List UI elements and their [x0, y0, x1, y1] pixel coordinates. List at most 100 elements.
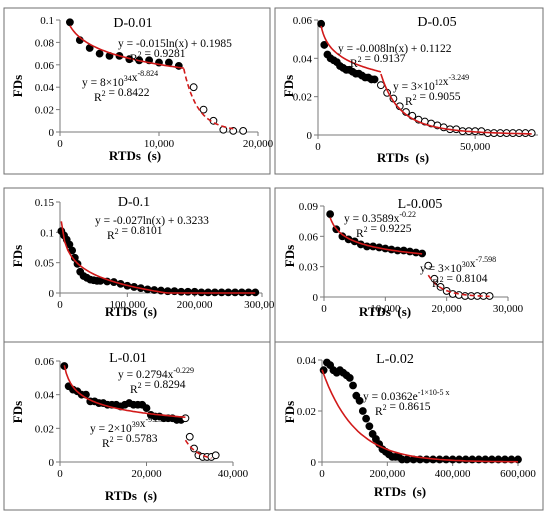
- filled-point: [190, 287, 199, 296]
- chart-title: D-0.1: [118, 195, 150, 210]
- x-tick-label: 10,000: [144, 138, 175, 150]
- filled-point: [184, 287, 192, 296]
- x-tick-label: 0: [57, 138, 63, 150]
- y-tick-label: 0: [311, 457, 317, 469]
- y-tick-label: 0.04: [35, 82, 55, 94]
- y-tick-label: 0.05: [35, 258, 55, 270]
- x-tick-label: 600,000: [500, 468, 536, 480]
- fit-equation-1-r2: R2 = 0.9225: [356, 223, 412, 240]
- y-tick-label: 0.03: [299, 262, 319, 274]
- open-point: [185, 432, 194, 441]
- fit-equation-1: y = 0.2794x-0.229: [118, 366, 194, 381]
- x-tick-label: 30,000: [493, 303, 524, 315]
- fit-equation-2-r2: R2 = 0.8104: [432, 273, 488, 290]
- y-axis-label: FDs: [282, 401, 297, 423]
- filled-point: [355, 396, 364, 405]
- fit-curve-1: [63, 365, 186, 419]
- x-tick-label: 400,000: [435, 468, 471, 480]
- fit-curve-2: [380, 73, 532, 135]
- open-point: [211, 451, 220, 460]
- x-tick-label: 20,000: [243, 138, 274, 150]
- fit-equation-1-r2: R2 = 0.8101: [107, 225, 163, 242]
- y-tick-label: 0: [313, 292, 319, 304]
- y-tick-label: 0.04: [293, 53, 313, 65]
- x-axis-label: RTDs (s): [109, 148, 161, 163]
- x-axis-label: RTDs (s): [105, 488, 157, 503]
- chart-title: L-0.005: [398, 197, 443, 212]
- panel-frame: [274, 341, 544, 511]
- filled-point: [66, 18, 74, 27]
- chart-title: D-0.01: [113, 16, 152, 31]
- y-tick-label: 0.06: [299, 231, 319, 243]
- x-tick-label: 100,000: [109, 299, 145, 311]
- fit-curve-2: [427, 274, 490, 298]
- y-tick-label: 0: [49, 457, 55, 469]
- chart-panel-4: 0 0.03 0.06 0.09 0 10,000 20,000 30,000 L-0.005 F…: [274, 187, 544, 353]
- filled-point: [362, 414, 371, 423]
- fit-equation-1: y = -0.027ln(x) + 0.3233: [95, 215, 209, 227]
- filled-point: [370, 75, 379, 84]
- y-tick-label: 0.1: [40, 15, 54, 27]
- y-tick-label: 0: [307, 130, 313, 142]
- fit-equation-1: y = -0.015ln(x) + 0.1985: [118, 38, 232, 50]
- x-tick-label: 40,000: [218, 468, 249, 480]
- fit-equation-2-r2: R2 = 0.9055: [405, 91, 461, 108]
- y-tick-label: 0: [49, 127, 55, 139]
- y-tick-label: 0.06: [35, 60, 55, 72]
- x-tick-label: 10,000: [370, 303, 401, 315]
- x-axis-label: RTDs (s): [105, 304, 157, 319]
- chart-panel-3: 0 0.05 0.1 0.15 0 100,000 200,000 300,000 D-0.1 F…: [3, 187, 280, 353]
- open-point: [239, 126, 248, 135]
- panel-frame: [3, 187, 271, 353]
- fit-curve-1: [321, 369, 519, 463]
- fit-curve-2: [183, 68, 234, 130]
- filled-point: [345, 373, 354, 382]
- y-tick-label: 0.08: [35, 37, 55, 49]
- y-tick-label: 0.02: [297, 406, 316, 418]
- x-tick-label: 0: [315, 141, 321, 153]
- y-tick-label: 0.02: [35, 105, 54, 117]
- panel-frame: [274, 187, 544, 353]
- filled-point: [142, 404, 151, 413]
- panel-frame: [3, 7, 271, 175]
- fit-equation-2: y = 3×1030x-7.598: [420, 255, 496, 275]
- x-axis-label: RTDs (s): [359, 304, 411, 319]
- open-point: [199, 105, 208, 114]
- filled-point: [95, 49, 104, 58]
- fit-equation-1: y = 0.0362e-1×10-5 x: [363, 388, 450, 403]
- y-axis-label: FDs: [281, 75, 296, 97]
- x-tick-label: 300,000: [244, 299, 280, 311]
- filled-point: [461, 455, 470, 464]
- chart-title: D-0.05: [417, 15, 456, 30]
- fit-equation-2: y = 2×1039x-9.23: [90, 415, 162, 435]
- fit-equation-1-r2: R2 = 0.9281: [130, 48, 186, 65]
- filled-point: [320, 41, 329, 49]
- filled-point: [177, 287, 186, 296]
- chart-panel-2: 0 0.02 0.04 0.06 0 50,000 D-0.05 FDs RTDs (s) y =…: [274, 7, 544, 175]
- x-tick-label: 0: [57, 468, 63, 480]
- y-axis-label: FDs: [282, 245, 297, 267]
- fit-equation-2-r2: R2 = 0.5783: [102, 433, 158, 450]
- open-point: [424, 261, 433, 270]
- x-axis-label: RTDs (s): [377, 150, 429, 165]
- x-tick-label: 20,000: [131, 468, 162, 480]
- open-point: [181, 414, 190, 423]
- fit-curve-2: [184, 439, 212, 459]
- y-axis-label: FDs: [10, 401, 25, 423]
- y-tick-label: 0.04: [297, 355, 317, 367]
- y-tick-label: 0.02: [293, 92, 312, 104]
- y-tick-label: 0.02: [35, 423, 54, 435]
- x-tick-label: 0: [57, 299, 63, 311]
- filled-point: [365, 422, 374, 431]
- fit-equation-2: y = 8×1034x-8.824: [82, 69, 158, 89]
- panel-frame: [274, 7, 544, 175]
- open-point: [190, 444, 198, 453]
- open-point: [189, 83, 198, 92]
- fit-equation-1-r2: R2 = 0.9137: [350, 53, 406, 70]
- fit-curve-1: [329, 217, 423, 255]
- y-tick-label: 0.06: [293, 15, 313, 27]
- fit-equation-2: y = 3×1012x-3.249: [393, 73, 469, 93]
- x-tick-label: 0: [319, 468, 325, 480]
